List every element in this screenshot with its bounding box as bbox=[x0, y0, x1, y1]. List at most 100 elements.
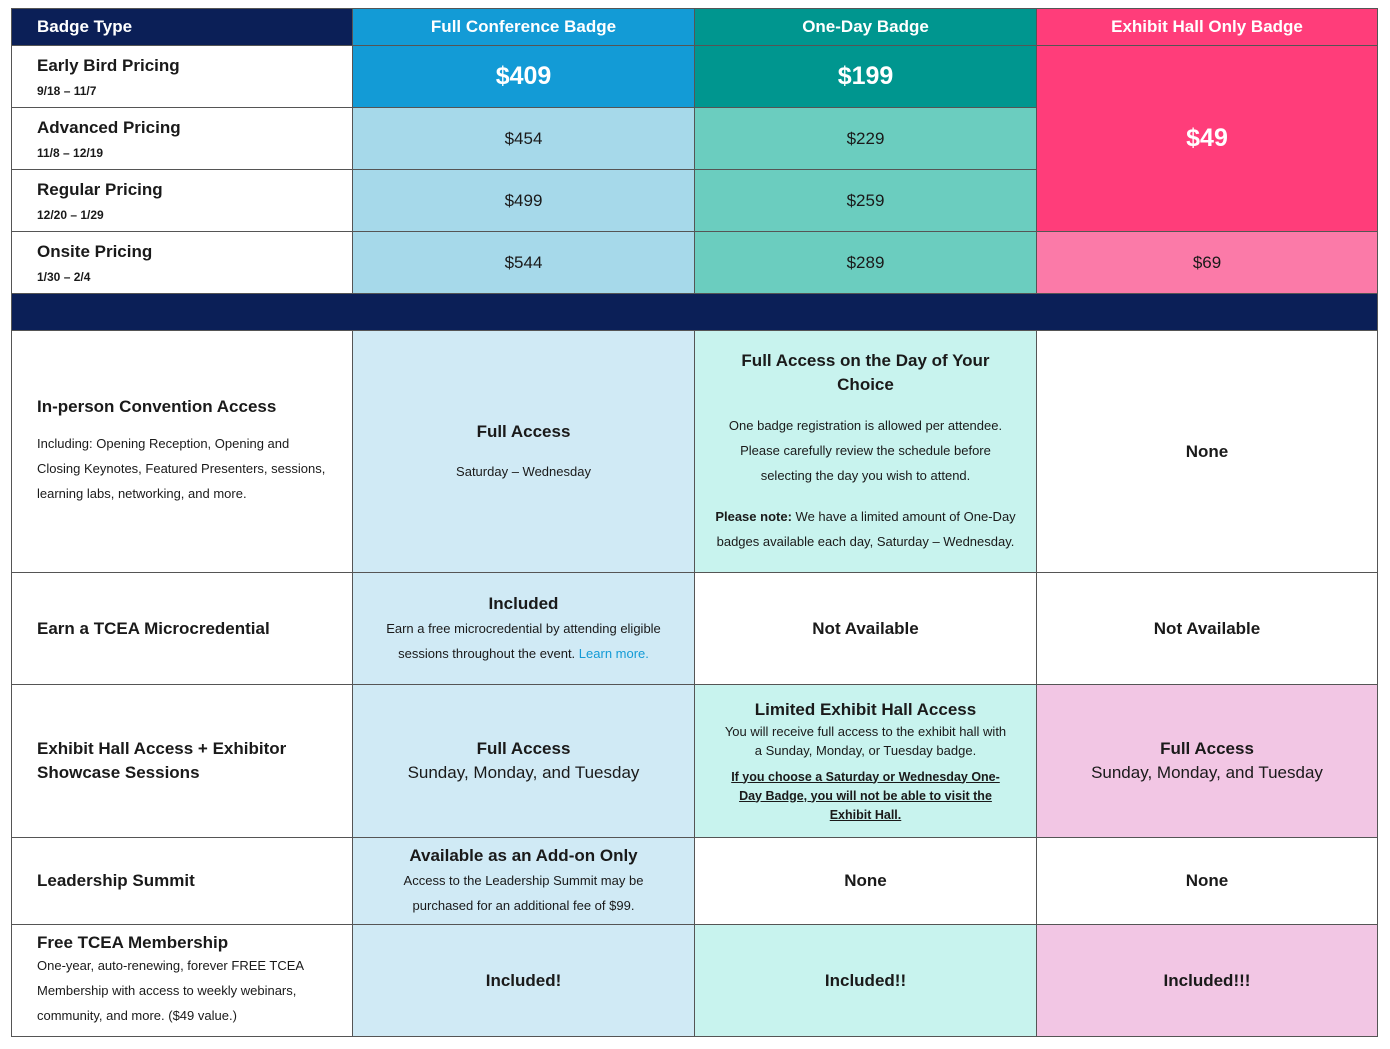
price-cell: $229 bbox=[694, 107, 1037, 170]
price-cell: $289 bbox=[694, 231, 1037, 294]
feature-cell: None bbox=[694, 837, 1037, 925]
price-cell: $454 bbox=[352, 107, 695, 170]
label: Advanced Pricing bbox=[37, 117, 181, 137]
feature-row: Exhibit Hall Access + Exhibitor Showcase… bbox=[11, 684, 1378, 838]
cell-title: None bbox=[1185, 871, 1229, 890]
label: Leadership Summit bbox=[37, 871, 195, 890]
dates: 11/8 – 12/19 bbox=[37, 145, 104, 160]
feature-row: Leadership Summit Available as an Add-on… bbox=[11, 837, 1378, 925]
price: $259 bbox=[846, 190, 885, 210]
price-row: Early Bird Pricing 9/18 – 11/7 $409 $199 … bbox=[11, 45, 1378, 232]
cell-text: You will receive full access to the exhi… bbox=[724, 723, 1007, 758]
price: $454 bbox=[504, 128, 543, 148]
cell-text: Access to the Leadership Summit may be p… bbox=[403, 873, 644, 913]
cell-title: Full Access on the Day of Your Choice bbox=[741, 351, 990, 394]
label: In-person Convention Access bbox=[37, 397, 277, 416]
header-row: Badge Type Full Conference Badge One-Day… bbox=[11, 8, 1378, 46]
cell-title: Included! bbox=[485, 970, 562, 990]
feature-row: In-person Convention Access Including: Op… bbox=[11, 330, 1378, 573]
feature-cell: Included!! bbox=[694, 924, 1037, 1037]
cell-title: Full Access bbox=[476, 739, 571, 758]
dates: 12/20 – 1/29 bbox=[37, 207, 104, 222]
cell-title: Available as an Add-on Only bbox=[409, 846, 638, 865]
row-name: Early Bird Pricing 9/18 – 11/7 bbox=[11, 45, 353, 108]
cell-title: Full Access bbox=[476, 421, 571, 441]
row-name: Advanced Pricing 11/8 – 12/19 bbox=[11, 107, 353, 170]
cell-title: Included!!! bbox=[1163, 970, 1251, 990]
label: Early Bird Pricing bbox=[37, 55, 180, 75]
row-name: Exhibit Hall Access + Exhibitor Showcase… bbox=[11, 684, 353, 838]
cell-text: Saturday – Wednesday bbox=[456, 463, 591, 479]
header-cell: Exhibit Hall Only Badge bbox=[1036, 8, 1378, 46]
label: Regular Pricing bbox=[37, 179, 163, 199]
text: Earn a free microcredential by attending… bbox=[386, 620, 661, 661]
feature-cell: Full Access on the Day of Your Choice One… bbox=[694, 330, 1037, 573]
label: Onsite Pricing bbox=[37, 241, 153, 261]
learn-more-link[interactable]: Learn more. bbox=[578, 645, 649, 661]
feature-cell: Included! bbox=[352, 924, 695, 1037]
price-cell: $409 bbox=[352, 45, 695, 108]
note: Please note: We have a limited amount of… bbox=[715, 504, 1016, 554]
cell-title: Full Access bbox=[1160, 739, 1254, 758]
cell-title: Not Available bbox=[1153, 618, 1261, 638]
cell-title: None bbox=[844, 871, 887, 890]
feature-cell: Full Access Sunday, Monday, and Tuesday bbox=[1036, 684, 1378, 838]
price-row: Regular Pricing 12/20 – 1/29 $499 $259 bbox=[11, 169, 1378, 232]
feature-cell: None bbox=[1036, 330, 1378, 573]
row-name: Leadership Summit bbox=[11, 837, 353, 925]
price-cell: $259 bbox=[694, 169, 1037, 232]
price: $289 bbox=[846, 252, 885, 272]
cell-text: Earn a free microcredential by attending… bbox=[378, 616, 669, 666]
price: $544 bbox=[504, 252, 543, 272]
price-cell: $49 bbox=[1036, 45, 1378, 232]
cell-text: Sunday, Monday, and Tuesday bbox=[1091, 763, 1323, 782]
feature-cell: Limited Exhibit Hall Access You will rece… bbox=[694, 684, 1037, 838]
price: $199 bbox=[837, 62, 894, 90]
cell-title: Included!! bbox=[824, 970, 907, 990]
feature-cell: Available as an Add-on Only Access to the… bbox=[352, 837, 695, 925]
header-cell: Badge Type bbox=[11, 8, 353, 46]
label: Earn a TCEA Microcredential bbox=[37, 618, 270, 638]
feature-cell: None bbox=[1036, 837, 1378, 925]
cell-text: One badge registration is allowed per at… bbox=[728, 418, 1003, 483]
dates: 9/18 – 11/7 bbox=[37, 83, 97, 98]
price-cell: $199 bbox=[694, 45, 1037, 108]
row-name: Regular Pricing 12/20 – 1/29 bbox=[11, 169, 353, 232]
cell-title: None bbox=[1185, 441, 1229, 461]
row-name: Onsite Pricing 1/30 – 2/4 bbox=[11, 231, 353, 294]
feature-cell: Included!!! bbox=[1036, 924, 1378, 1037]
price: $49 bbox=[1186, 124, 1228, 152]
label: Exhibit Hall Access + Exhibitor Showcase… bbox=[37, 739, 287, 782]
price: $499 bbox=[504, 190, 543, 210]
header-cell: Full Conference Badge bbox=[352, 8, 695, 46]
header-cell: One-Day Badge bbox=[694, 8, 1037, 46]
price-cell: $499 bbox=[352, 169, 695, 232]
description: Including: Opening Reception, Opening an… bbox=[37, 436, 326, 501]
note-text: We have a limited amount of One-Day badg… bbox=[716, 509, 1016, 549]
description: One-year, auto-renewing, forever FREE TC… bbox=[37, 958, 304, 1023]
feature-cell: Included Earn a free microcredential by a… bbox=[352, 572, 695, 685]
cell-text: Sunday, Monday, and Tuesday bbox=[407, 763, 640, 782]
warning: If you choose a Saturday or Wednesday On… bbox=[731, 769, 1000, 822]
cell-title: Limited Exhibit Hall Access bbox=[754, 699, 977, 719]
price-cell: $544 bbox=[352, 231, 695, 294]
feature-cell: Not Available bbox=[1036, 572, 1378, 685]
price-row: Onsite Pricing 1/30 – 2/4 $544 $289 $69 bbox=[11, 231, 1378, 294]
pricing-table: Badge Type Full Conference Badge One-Day… bbox=[11, 8, 1378, 1037]
price-row: Advanced Pricing 11/8 – 12/19 $454 $229 bbox=[11, 107, 1378, 170]
feature-cell: Full Access Saturday – Wednesday bbox=[352, 330, 695, 573]
feature-cell: Not Available bbox=[694, 572, 1037, 685]
feature-row: Earn a TCEA Microcredential Included Earn… bbox=[11, 572, 1378, 685]
divider bbox=[11, 293, 1378, 331]
feature-row: Free TCEA Membership One-year, auto-renew… bbox=[11, 924, 1378, 1037]
price: $229 bbox=[846, 128, 885, 148]
price: $69 bbox=[1192, 252, 1222, 272]
feature-cell: Full Access Sunday, Monday, and Tuesday bbox=[352, 684, 695, 838]
row-name: In-person Convention Access Including: Op… bbox=[11, 330, 353, 573]
row-name: Free TCEA Membership One-year, auto-renew… bbox=[11, 924, 353, 1037]
price-cell: $69 bbox=[1036, 231, 1378, 294]
row-name: Earn a TCEA Microcredential bbox=[11, 572, 353, 685]
dates: 1/30 – 2/4 bbox=[37, 269, 91, 284]
divider-row bbox=[11, 293, 1378, 331]
